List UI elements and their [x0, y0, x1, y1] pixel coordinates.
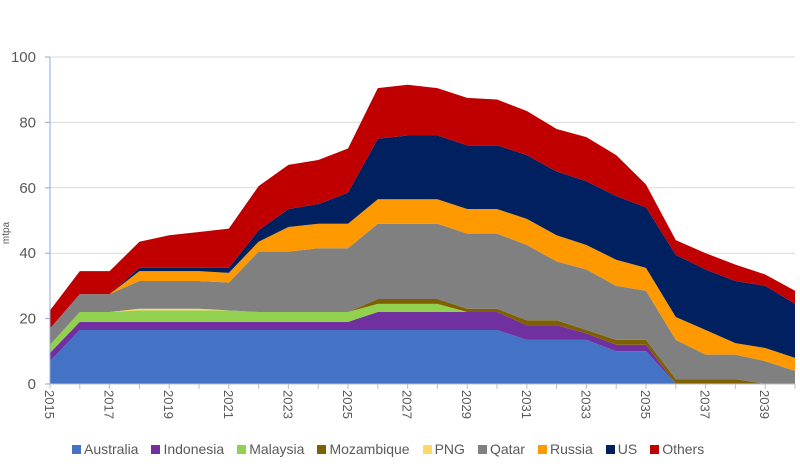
- legend-item-others: Others: [650, 441, 704, 457]
- legend: Australia Indonesia Malaysia Mozambique PNG Q…: [72, 441, 704, 457]
- y-tick-label: 100: [11, 49, 36, 66]
- x-tick-label: 2017: [102, 390, 117, 419]
- area-malaysia: [50, 303, 795, 384]
- legend-item-qatar: Qatar: [477, 441, 525, 457]
- x-tick-labels: 2015 2017 2019 2021 2023 2025 2027 2029 2031 2033…: [42, 390, 772, 419]
- stacked-area-chart: 0 20 40 60 80 100 2015 2017 2019 2021 2023 2025 202…: [1, 49, 796, 419]
- x-tick-label: 2025: [340, 390, 355, 419]
- legend-swatch: [537, 444, 547, 454]
- legend-swatch: [151, 444, 161, 454]
- x-tick-label: 2035: [638, 390, 653, 419]
- x-tick-label: 2031: [519, 390, 534, 419]
- legend-swatch: [317, 444, 327, 454]
- legend-label: Others: [662, 441, 705, 457]
- area-mozambique: [50, 298, 795, 384]
- legend-swatch: [72, 444, 81, 454]
- area-russia: [50, 199, 795, 371]
- x-tick-label: 2021: [221, 390, 236, 419]
- legend-label: Australia: [84, 441, 139, 457]
- area-us: [50, 135, 795, 358]
- legend-label: Qatar: [489, 441, 525, 457]
- legend-label: Malaysia: [249, 441, 305, 457]
- legend-swatch: [477, 444, 487, 454]
- legend-swatch: [605, 444, 615, 454]
- legend-swatch: [237, 444, 247, 454]
- legend-label: Indonesia: [163, 441, 225, 457]
- legend-label: Russia: [549, 441, 593, 457]
- x-tick-label: 2027: [400, 390, 415, 419]
- legend-item-malaysia: Malaysia: [237, 441, 304, 457]
- area-australia: [50, 330, 795, 384]
- legend-item-russia: Russia: [537, 441, 593, 457]
- x-tick-label: 2015: [42, 390, 57, 419]
- legend-label: Mozambique: [329, 441, 410, 457]
- x-tick-label: 2039: [757, 390, 772, 419]
- area-series: [50, 84, 795, 384]
- legend-item-indonesia: Indonesia: [151, 441, 224, 457]
- x-tick-label: 2023: [280, 390, 295, 419]
- y-axis-label: mtpa: [1, 221, 12, 244]
- y-tick-label: 40: [19, 245, 36, 262]
- y-tick-label: 80: [19, 114, 36, 131]
- y-tick-label: 20: [19, 311, 36, 328]
- legend-swatch: [650, 444, 660, 454]
- legend-item-png: PNG: [422, 441, 465, 457]
- x-tick-label: 2019: [161, 390, 176, 419]
- x-tick-label: 2029: [459, 390, 474, 419]
- x-tick-label: 2037: [698, 390, 713, 419]
- area-qatar: [50, 223, 795, 384]
- y-tick-labels: 0 20 40 60 80 100: [11, 49, 36, 393]
- legend-item-mozambique: Mozambique: [317, 441, 410, 457]
- axes: [45, 56, 796, 389]
- area-indonesia: [50, 312, 795, 384]
- legend-swatch: [422, 444, 432, 454]
- legend-label: US: [617, 441, 638, 457]
- legend-item-australia: Australia: [72, 441, 138, 457]
- area-others: [50, 84, 795, 329]
- x-tick-label: 2033: [578, 390, 593, 419]
- y-tick-label: 60: [19, 180, 36, 197]
- y-tick-label: 0: [28, 376, 36, 393]
- legend-item-us: US: [605, 441, 638, 457]
- legend-label: PNG: [434, 441, 465, 457]
